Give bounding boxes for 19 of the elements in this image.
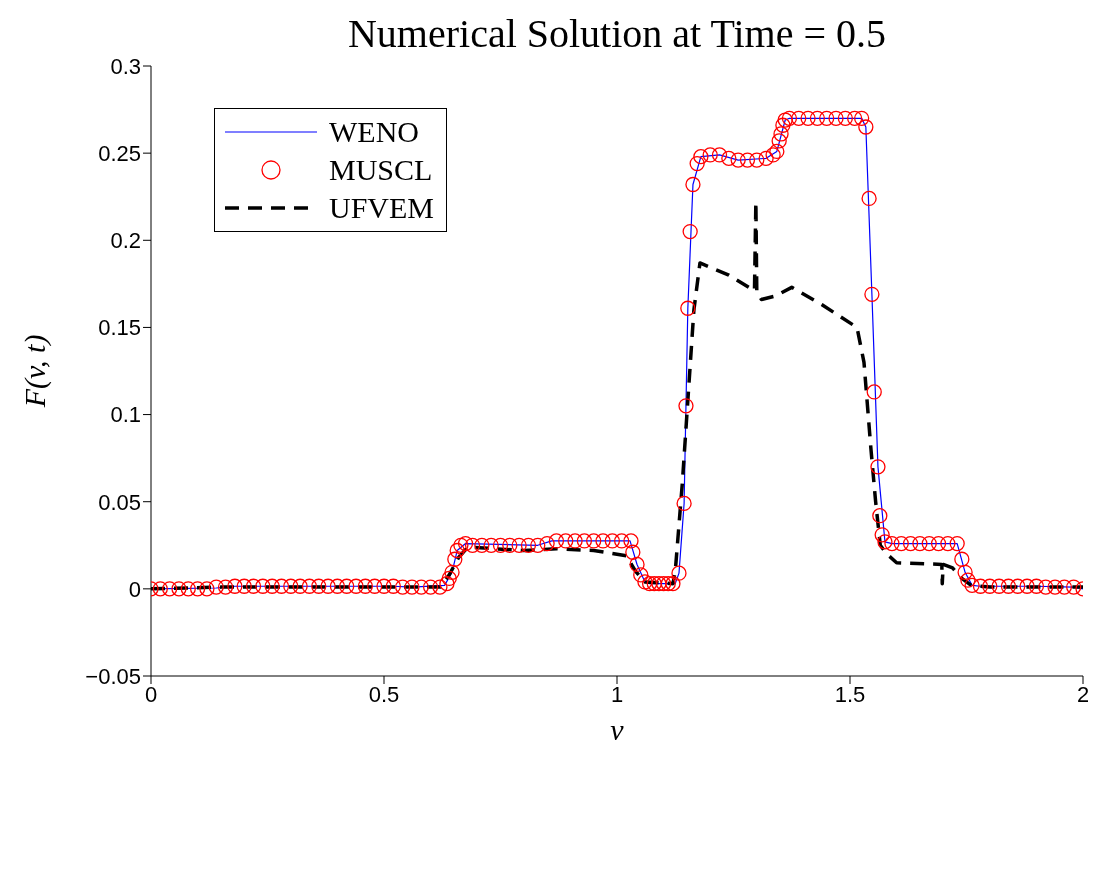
legend-label: MUSCL [329,153,433,187]
legend-label: UFVEM [329,191,435,225]
x-tick-label: 1 [610,681,624,707]
x-tick-label: 0 [144,681,158,707]
y-tick-label: 0 [128,576,141,602]
x-tick-label: 1.5 [834,681,866,707]
y-axis-title: F(v, t) [17,334,52,409]
y-tick-label: 0.2 [110,228,141,254]
x-tick-label: 2 [1076,681,1090,707]
chart-title: Numerical Solution at Time = 0.5 [346,10,888,57]
y-tick-label: 0.3 [110,53,141,79]
legend-label: WENO [329,115,419,149]
y-tick-label: 0.1 [110,402,141,428]
x-tick-label: 0.5 [368,681,400,707]
y-tick-label: 0.15 [98,315,141,341]
x-axis-title: v [610,713,625,746]
y-tick-label: −0.05 [85,663,141,689]
y-tick-label: 0.25 [98,140,141,166]
y-tick-label: 0.05 [98,489,141,515]
